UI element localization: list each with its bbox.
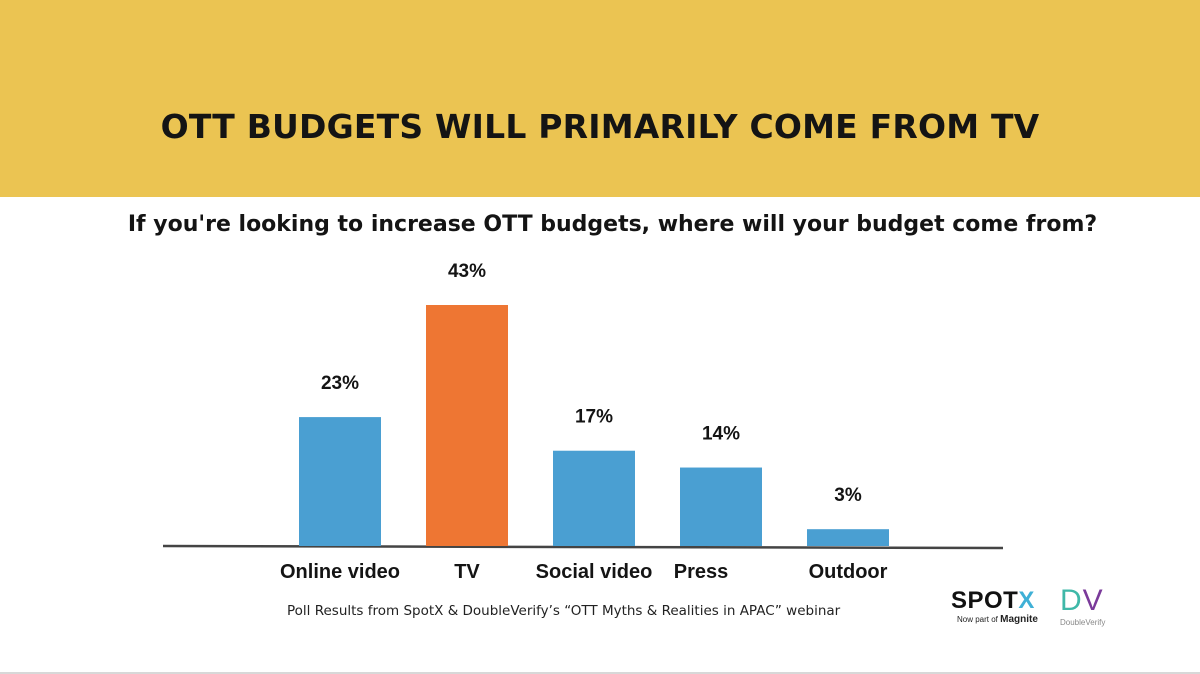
bar-social-video (553, 450, 635, 546)
spotx-logo-brand: Magnite (1000, 614, 1038, 625)
category-label: TV (454, 561, 480, 583)
spotx-logo-word: SPOT (951, 587, 1019, 614)
value-label: 17% (575, 407, 613, 428)
dv-logo-d: D (1060, 584, 1083, 617)
x-axis-line (162, 544, 1004, 550)
bar-press (680, 467, 762, 546)
value-label: 3% (834, 485, 862, 506)
page-title: OTT BUDGETS WILL PRIMARILY COME FROM TV (160, 107, 1040, 146)
source-caption: Poll Results from SpotX & DoubleVerify’s… (287, 603, 841, 619)
bottom-rule (0, 672, 1200, 674)
category-label: Press (674, 561, 729, 583)
value-label: 43% (448, 261, 486, 282)
category-label: Outdoor (809, 561, 888, 583)
doubleverify-logo: DV DoubleVerify (1060, 584, 1120, 628)
chart-title: If you're looking to increase OTT budget… (127, 212, 1098, 237)
title-banner: OTT BUDGETS WILL PRIMARILY COME FROM TV (0, 0, 1200, 197)
value-label: 23% (321, 373, 359, 394)
spotx-logo: SPOTX Now part of Magnite (951, 587, 1051, 626)
spotx-logo-sub: Now part of (957, 615, 1001, 624)
dv-logo-sub: DoubleVerify (1060, 618, 1106, 627)
category-label: Online video (280, 561, 400, 583)
value-label: 14% (702, 424, 740, 445)
bar-tv (426, 305, 508, 546)
spotx-logo-x: X (1018, 587, 1035, 614)
bar-outdoor (807, 529, 889, 546)
dv-logo-v: V (1082, 584, 1104, 617)
category-label: Social video (536, 561, 653, 583)
bar-online-video (299, 417, 381, 546)
